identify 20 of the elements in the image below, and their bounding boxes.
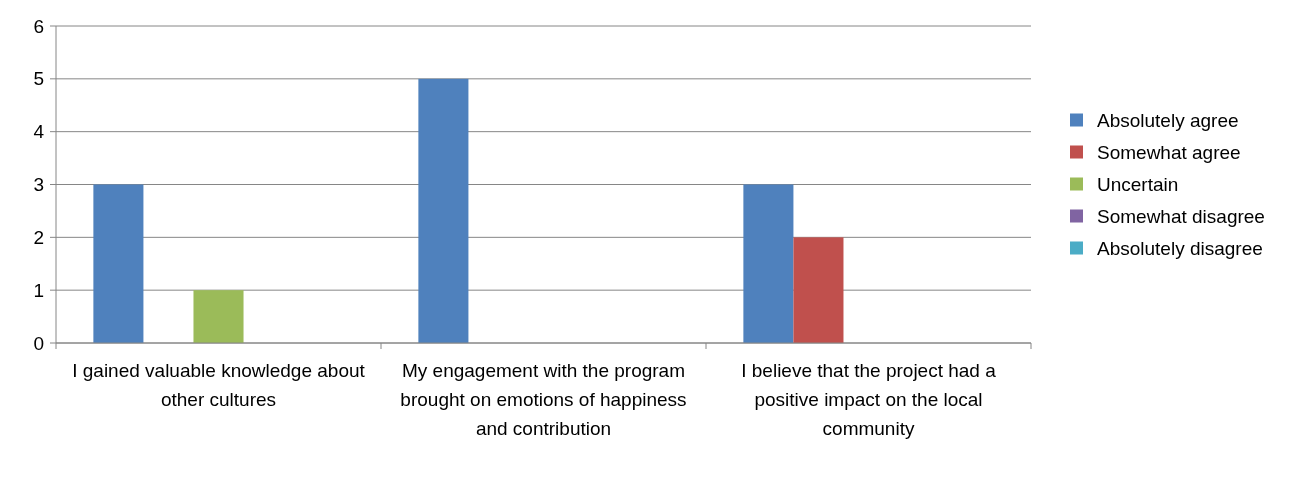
y-tick-label: 2 <box>33 226 44 248</box>
y-tick-label: 4 <box>33 121 45 143</box>
y-tick-label: 0 <box>33 332 44 354</box>
x-tick-label: My engagement with the program brought on emotions of happiness and contribution <box>400 360 687 439</box>
bar <box>193 290 244 343</box>
y-tick-label: 3 <box>33 174 44 196</box>
legend-label: Absolutely disagree <box>1097 238 1263 260</box>
bar <box>93 184 144 343</box>
legend-label: Somewhat disagree <box>1097 206 1265 228</box>
bar <box>418 78 469 343</box>
x-tick-label: I believe that the project had a positive impact on the local community <box>741 360 997 439</box>
bar <box>793 237 844 343</box>
legend-label: Absolutely agree <box>1097 110 1239 132</box>
legend-label: Somewhat agree <box>1097 142 1241 164</box>
y-tick-label: 6 <box>33 15 44 37</box>
bar <box>743 184 794 343</box>
y-tick-label: 5 <box>33 68 44 90</box>
x-tick-label: I gained valuable knowledge about other cultures <box>72 360 366 410</box>
y-tick-label: 1 <box>33 279 44 301</box>
legend-label: Uncertain <box>1097 174 1179 196</box>
